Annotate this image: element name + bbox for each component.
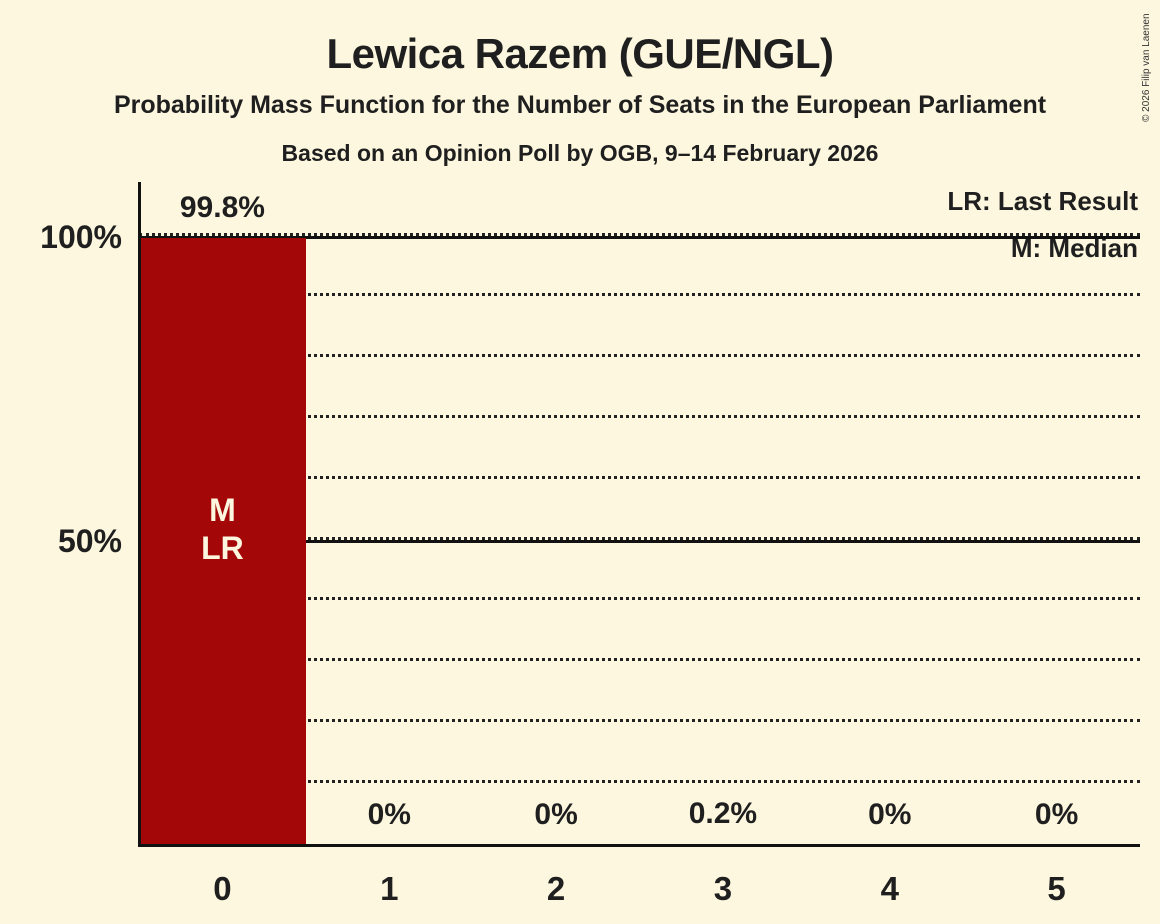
legend-last-result: LR: Last Result	[947, 186, 1138, 216]
median-last-result-annotation: M LR	[201, 492, 244, 566]
solid-line-50pct	[139, 539, 1140, 543]
bar-seats-0	[139, 238, 306, 845]
gridline-100pct	[139, 232, 1140, 236]
x-axis-label-2: 2	[546, 870, 566, 907]
y-axis-label-100: 100%	[40, 219, 122, 255]
gridline-20pct	[139, 718, 1140, 722]
x-axis-label-5: 5	[1047, 870, 1066, 907]
x-axis-label-0: 0	[213, 870, 232, 907]
gridline-60pct	[139, 475, 1140, 479]
gridline-30pct	[139, 658, 1140, 662]
gridline-90pct	[139, 293, 1140, 297]
gridline-70pct	[139, 414, 1140, 418]
chart-subtitle: Probability Mass Function for the Number…	[113, 91, 1047, 119]
bar-value-label-2: 0%	[534, 798, 578, 831]
y-axis-line	[137, 182, 141, 847]
gridline-80pct	[139, 354, 1140, 358]
gridline-50pct	[139, 536, 1140, 540]
bar-value-label-5: 0%	[1034, 798, 1079, 831]
chart-title: Lewica Razem (GUE/NGL)	[326, 30, 834, 77]
x-axis-line	[137, 843, 1140, 847]
x-axis-label-4: 4	[880, 870, 899, 907]
gridline-10pct	[139, 779, 1140, 783]
x-axis-label-3: 3	[713, 870, 733, 907]
y-axis-label-50: 50%	[57, 523, 122, 559]
poll-info-line: Based on an Opinion Poll by OGB, 9–14 Fe…	[281, 140, 879, 166]
x-axis-label-1: 1	[380, 870, 399, 907]
bar-value-label-0: 99.8%	[179, 191, 265, 225]
bar-value-label-3: 0.2%	[688, 796, 758, 830]
bar-value-label-4: 0%	[868, 798, 912, 831]
solid-line-100pct	[139, 235, 1140, 239]
bar-value-label-1: 0%	[367, 798, 411, 831]
gridline-40pct	[139, 597, 1140, 601]
